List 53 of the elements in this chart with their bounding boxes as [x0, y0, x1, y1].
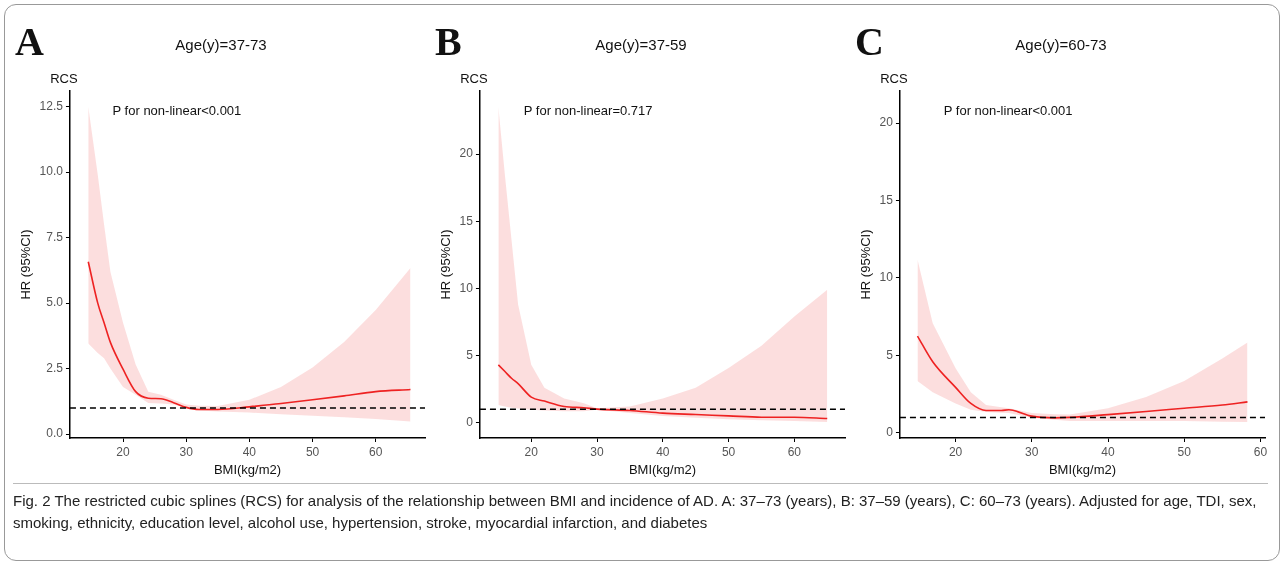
x-tick-label: 20 [116, 444, 131, 459]
chart-title: Age(y)=60-73 [1015, 36, 1107, 54]
y-tick-label: 2.5 [46, 360, 64, 375]
text: C [855, 19, 884, 64]
text: RCS [460, 71, 488, 86]
x-tick-label: 60 [369, 444, 383, 459]
y-tick-label: 7.5 [46, 229, 64, 244]
annotation: P for non-linear=0.717 [523, 103, 653, 119]
line-series [87, 260, 412, 411]
y-tick-label: 5 [886, 347, 894, 362]
x-axis-title: BMI(kg/m2) [1048, 461, 1117, 477]
y-tick-label: 0 [886, 425, 894, 440]
y-axis-title: HR (95%CI) [858, 229, 874, 300]
x-tick-label: 20 [948, 444, 963, 459]
x-tick-label: 60 [1253, 444, 1268, 459]
line-series [916, 335, 1249, 419]
y-axis-title: HR (95%CI) [438, 229, 454, 300]
x-axis-title: BMI(kg/m2) [213, 461, 282, 477]
x-tick-label: 40 [1101, 444, 1115, 459]
y-tick-label: 5 [466, 347, 474, 362]
x-axis-title: BMI(kg/m2) [628, 461, 697, 477]
y-tick-label: 10 [879, 270, 894, 285]
chart-title: Age(y)=37-73 [175, 36, 267, 54]
x-tick-label: 50 [1177, 444, 1192, 459]
line-series [497, 364, 829, 420]
y-tick-label: 15 [459, 213, 474, 228]
x-tick-label: 40 [242, 444, 257, 459]
y-tick-label: 20 [459, 146, 474, 161]
x-tick-label: 50 [305, 444, 320, 459]
y-tick-label: 0 [466, 414, 474, 429]
x-tick-label: 20 [524, 444, 539, 459]
x-tick-label: 30 [590, 444, 605, 459]
y-tick-label: 0.0 [46, 426, 64, 441]
y-tick-label: 15 [879, 192, 894, 207]
chart-title: Age(y)=37-59 [595, 36, 687, 54]
x-tick-label: 60 [787, 444, 802, 459]
caption: Fig. 2 The restricted cubic splines (RCS) for analysis of the relationship between BMI and incidence of AD. A: 37–73 (years), B: 37–59 (years), C: 60–73 (years). Adjusted for age, TDI, sex, smoking, ethnicity, education level, alcohol use, hypertension, stroke, myocardial infarction, and diabetes [13, 483, 1268, 534]
x-tick-label: 40 [656, 444, 670, 459]
x-tick-label: 30 [1025, 444, 1039, 459]
y-tick-label: 10 [459, 280, 474, 295]
annotation: P for non-linear<0.001 [943, 103, 1073, 119]
text: A [15, 19, 44, 64]
y-tick-label: 5.0 [46, 295, 64, 310]
text: B [435, 19, 462, 64]
y-tick-label: 12.5 [39, 99, 64, 114]
annotation: P for non-linear<0.001 [112, 103, 242, 119]
x-tick-label: 50 [721, 444, 736, 459]
text: RCS [50, 71, 79, 86]
y-axis-title: HR (95%CI) [18, 229, 34, 300]
text: RCS [880, 71, 908, 86]
y-tick-label: 20 [879, 115, 894, 130]
x-tick-label: 30 [179, 444, 194, 459]
y-tick-label: 10.0 [39, 164, 64, 179]
